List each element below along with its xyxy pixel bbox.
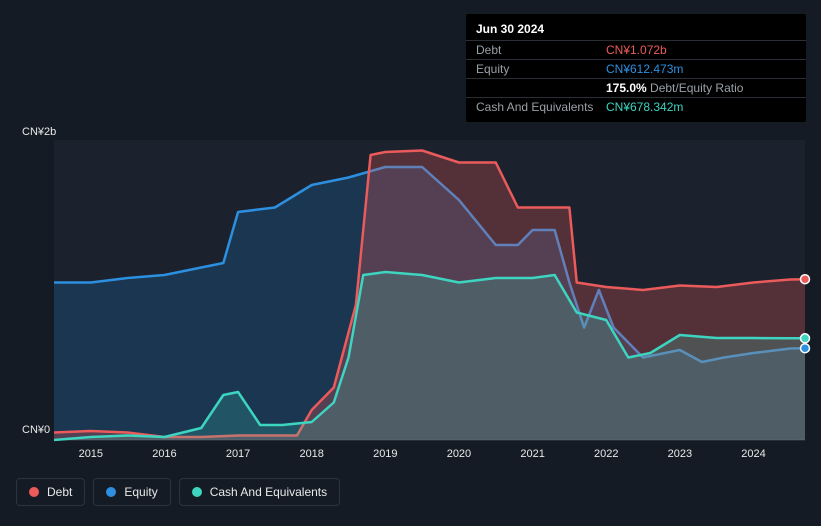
legend-label: Debt xyxy=(47,485,72,499)
x-axis-tick: 2016 xyxy=(152,448,176,460)
chart-tooltip: Jun 30 2024 DebtCN¥1.072bEquityCN¥612.47… xyxy=(466,14,806,122)
tooltip-label: Equity xyxy=(476,62,606,76)
legend-dot-icon xyxy=(192,487,202,497)
end-marker-cash xyxy=(801,334,810,343)
y-axis-tick-upper: CN¥2b xyxy=(22,126,56,138)
end-marker-equity xyxy=(801,344,810,353)
tooltip-label: Debt xyxy=(476,43,606,57)
tooltip-row: EquityCN¥612.473m xyxy=(466,59,806,78)
tooltip-date: Jun 30 2024 xyxy=(466,20,806,40)
tooltip-value: 175.0% Debt/Equity Ratio xyxy=(606,81,743,95)
x-axis-tick: 2021 xyxy=(520,448,544,460)
legend-item-cash[interactable]: Cash And Equivalents xyxy=(179,478,340,506)
chart-legend: Debt Equity Cash And Equivalents xyxy=(16,478,340,506)
legend-item-equity[interactable]: Equity xyxy=(93,478,170,506)
x-axis-tick: 2017 xyxy=(226,448,250,460)
tooltip-row: Cash And EquivalentsCN¥678.342m xyxy=(466,97,806,116)
tooltip-row: DebtCN¥1.072b xyxy=(466,40,806,59)
tooltip-label: Cash And Equivalents xyxy=(476,100,606,114)
y-axis-tick-lower: CN¥0 xyxy=(22,424,50,436)
x-axis: 2015 2016 2017 2018 2019 2020 2021 2022 2023 2024 xyxy=(54,448,805,468)
x-axis-tick: 2019 xyxy=(373,448,397,460)
end-marker-debt xyxy=(801,275,810,284)
tooltip-value: CN¥1.072b xyxy=(606,43,667,57)
x-axis-tick: 2023 xyxy=(668,448,692,460)
legend-dot-icon xyxy=(29,487,39,497)
x-axis-tick: 2018 xyxy=(299,448,323,460)
legend-label: Equity xyxy=(124,485,157,499)
tooltip-value: CN¥678.342m xyxy=(606,100,683,114)
tooltip-row: 175.0% Debt/Equity Ratio xyxy=(466,78,806,97)
x-axis-tick: 2022 xyxy=(594,448,618,460)
tooltip-value: CN¥612.473m xyxy=(606,62,683,76)
legend-dot-icon xyxy=(106,487,116,497)
x-axis-tick: 2015 xyxy=(79,448,103,460)
tooltip-label xyxy=(476,81,606,95)
legend-item-debt[interactable]: Debt xyxy=(16,478,85,506)
legend-label: Cash And Equivalents xyxy=(210,485,327,499)
x-axis-tick: 2020 xyxy=(447,448,471,460)
x-axis-tick: 2024 xyxy=(741,448,765,460)
